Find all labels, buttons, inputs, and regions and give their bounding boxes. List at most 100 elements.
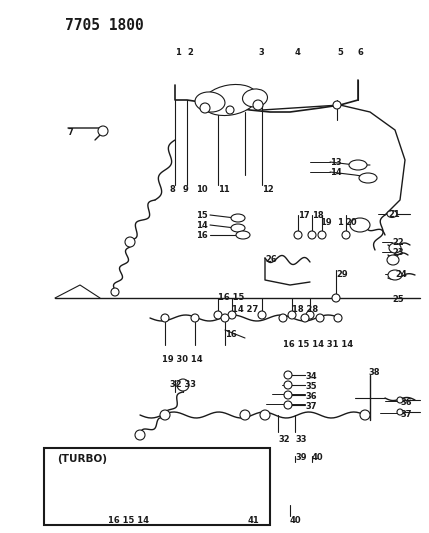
Circle shape — [318, 231, 326, 239]
Text: 36: 36 — [400, 398, 411, 407]
Circle shape — [160, 410, 170, 420]
Text: 34: 34 — [305, 372, 317, 381]
Text: 36: 36 — [305, 392, 317, 401]
Circle shape — [397, 397, 403, 403]
Text: 15: 15 — [196, 211, 208, 220]
Circle shape — [98, 126, 108, 136]
Text: 40: 40 — [290, 516, 302, 525]
Text: 26: 26 — [265, 255, 277, 264]
Text: 40: 40 — [312, 453, 323, 462]
Text: 7: 7 — [68, 128, 74, 137]
Text: 7705 1800: 7705 1800 — [65, 18, 144, 33]
Circle shape — [161, 314, 169, 322]
Text: 18 28: 18 28 — [292, 305, 318, 314]
Ellipse shape — [349, 160, 367, 170]
Text: 2: 2 — [187, 48, 193, 57]
Circle shape — [240, 410, 250, 420]
Circle shape — [111, 288, 119, 296]
Text: 14: 14 — [196, 221, 208, 230]
Circle shape — [342, 231, 350, 239]
Text: 16 15 14 31 14: 16 15 14 31 14 — [283, 340, 353, 349]
Text: 33: 33 — [295, 435, 306, 444]
Circle shape — [333, 101, 341, 109]
Circle shape — [260, 410, 270, 420]
Ellipse shape — [195, 92, 225, 112]
Ellipse shape — [231, 224, 245, 232]
Text: 4: 4 — [295, 48, 301, 57]
Bar — [44, 448, 270, 525]
Ellipse shape — [359, 173, 377, 183]
Text: 19: 19 — [320, 218, 332, 227]
Text: 18: 18 — [312, 211, 323, 220]
Circle shape — [332, 294, 340, 302]
Text: 37: 37 — [400, 410, 411, 419]
Circle shape — [397, 409, 403, 415]
Circle shape — [301, 314, 309, 322]
Ellipse shape — [64, 491, 76, 497]
Text: 5: 5 — [337, 48, 343, 57]
Circle shape — [200, 103, 210, 113]
Ellipse shape — [64, 503, 76, 509]
Text: 23: 23 — [392, 248, 404, 257]
Circle shape — [284, 391, 292, 399]
Circle shape — [150, 487, 160, 497]
Text: 14: 14 — [330, 168, 342, 177]
Circle shape — [226, 106, 234, 114]
Ellipse shape — [64, 499, 76, 505]
Text: 35: 35 — [305, 382, 317, 391]
Circle shape — [316, 314, 324, 322]
Circle shape — [258, 311, 266, 319]
Text: 16: 16 — [196, 231, 208, 240]
Text: 14 27: 14 27 — [232, 305, 258, 314]
Text: 39: 39 — [295, 453, 306, 462]
Ellipse shape — [231, 214, 245, 222]
Text: 19 30 14: 19 30 14 — [162, 355, 202, 364]
Circle shape — [196, 498, 204, 506]
Circle shape — [177, 379, 189, 391]
Ellipse shape — [64, 495, 76, 501]
Text: 32 33: 32 33 — [170, 380, 196, 389]
Ellipse shape — [350, 218, 370, 232]
Text: 12: 12 — [262, 185, 274, 194]
Text: 11: 11 — [218, 185, 230, 194]
Text: 25: 25 — [392, 295, 404, 304]
Ellipse shape — [203, 84, 257, 116]
Text: 13: 13 — [330, 158, 341, 167]
Circle shape — [221, 314, 229, 322]
Text: 6: 6 — [358, 48, 364, 57]
Circle shape — [284, 381, 292, 389]
Text: 16: 16 — [225, 330, 237, 339]
Circle shape — [135, 430, 145, 440]
Text: 29: 29 — [336, 270, 347, 279]
Text: 20: 20 — [345, 218, 356, 227]
Text: 1: 1 — [337, 218, 343, 227]
Text: 24: 24 — [395, 270, 407, 279]
Text: 9: 9 — [183, 185, 189, 194]
Circle shape — [360, 410, 370, 420]
Circle shape — [279, 314, 287, 322]
Circle shape — [294, 231, 302, 239]
Text: 8: 8 — [170, 185, 176, 194]
Ellipse shape — [236, 231, 250, 239]
Circle shape — [214, 311, 222, 319]
Text: 38: 38 — [368, 368, 380, 377]
Text: 22: 22 — [392, 238, 404, 247]
Text: 17: 17 — [298, 211, 310, 220]
Ellipse shape — [388, 270, 402, 280]
Ellipse shape — [387, 211, 397, 217]
Ellipse shape — [389, 243, 401, 253]
Circle shape — [171, 494, 179, 502]
Text: 41: 41 — [248, 516, 260, 525]
Circle shape — [334, 314, 342, 322]
Circle shape — [75, 497, 81, 503]
Circle shape — [284, 401, 292, 409]
Circle shape — [308, 231, 316, 239]
Text: 21: 21 — [388, 210, 400, 219]
Text: 16 15: 16 15 — [218, 293, 245, 302]
Text: 37: 37 — [305, 402, 317, 411]
Ellipse shape — [64, 507, 76, 513]
Text: 16 15 14: 16 15 14 — [108, 516, 149, 525]
Circle shape — [125, 237, 135, 247]
Text: 32: 32 — [278, 435, 290, 444]
Text: 3: 3 — [258, 48, 264, 57]
